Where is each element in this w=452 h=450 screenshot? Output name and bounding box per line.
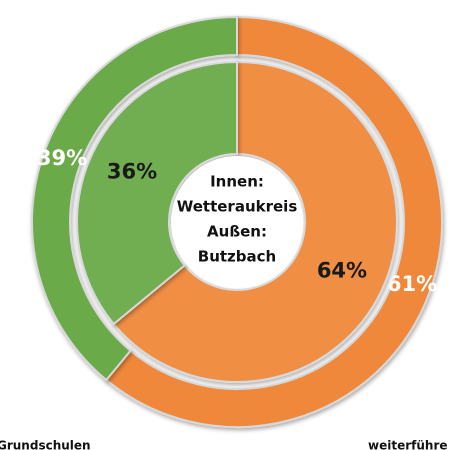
donut-segment [104, 15, 443, 428]
center-text: Butzbach [198, 248, 276, 266]
legend-label: Grundschulen [0, 439, 91, 450]
center-text: Außen: [207, 223, 267, 241]
value-label: 39% [37, 146, 87, 170]
center-text: Wetteraukreis [177, 198, 298, 216]
legend-label: weiterführe [368, 439, 448, 450]
center-hole [171, 156, 303, 288]
value-label: 36% [107, 160, 157, 184]
donut-segment [112, 60, 398, 383]
donut-segment [31, 15, 238, 382]
value-label: 64% [317, 258, 367, 282]
center-text: Innen: [210, 173, 264, 191]
donut-segment [76, 60, 238, 326]
value-label: 61% [387, 272, 437, 296]
